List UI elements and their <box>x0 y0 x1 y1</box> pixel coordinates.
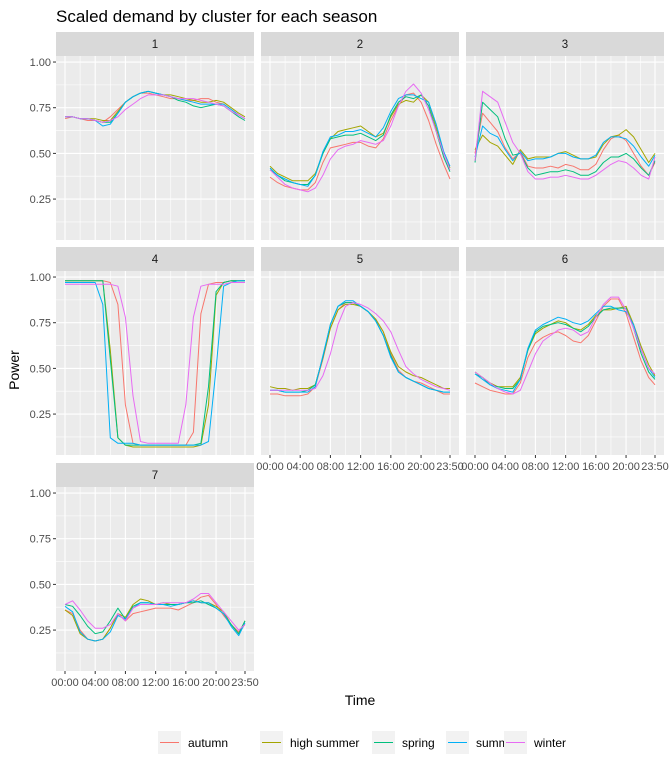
legend-item-autumn: autumn <box>158 731 228 754</box>
legend: autumn high summer spring summer winter <box>158 731 566 754</box>
series-line-winter <box>270 302 451 391</box>
facet-panels: 1 0.25 0.50 0.75 1.00 2 3 4 0.25 0.50 0.75 1.00 5 00:… <box>30 32 669 689</box>
x-tick-label: 08:00 <box>522 461 550 473</box>
x-tick-label: 04:00 <box>491 461 519 473</box>
x-tick-label: 20:00 <box>202 677 230 689</box>
y-tick-label: 0.25 <box>30 409 51 421</box>
series-line-summer <box>474 305 656 393</box>
facet-panel-3: 3 <box>466 32 664 240</box>
x-tick-label: 12:00 <box>142 677 170 689</box>
y-tick-label: 0.25 <box>30 625 51 637</box>
facet-strip-label: 6 <box>562 254 568 266</box>
facet-strip-label: 7 <box>152 470 158 482</box>
x-tick-label: 08:00 <box>112 677 140 689</box>
series-line-winter <box>474 90 656 180</box>
facet-panel-1: 1 0.25 0.50 0.75 1.00 <box>30 32 254 240</box>
facet-panel-4: 4 0.25 0.50 0.75 1.00 <box>30 247 254 455</box>
series-line-high-summer <box>474 129 656 165</box>
legend-item-winter: winter <box>504 731 566 754</box>
x-tick-label: 23:50 <box>641 461 669 473</box>
series-line-spring <box>474 307 656 389</box>
facet-panel-5: 5 00:00 04:00 08:00 12:00 16:00 20:00 23:50 <box>256 247 464 473</box>
series-line-winter <box>269 83 451 193</box>
series-line-spring <box>474 101 656 176</box>
y-tick-label: 0.50 <box>30 579 51 591</box>
facet-strip-label: 2 <box>357 39 363 51</box>
legend-item-high-summer: high summer <box>260 731 359 754</box>
facet-strip-label: 5 <box>357 254 363 266</box>
facet-panel-6: 6 00:00 04:00 08:00 12:00 16:00 20:00 23:50 <box>461 247 669 473</box>
series-line-summer <box>474 125 656 167</box>
legend-label: high summer <box>290 736 359 750</box>
series-line-winter <box>474 296 656 395</box>
x-tick-label: 08:00 <box>317 461 345 473</box>
facet-strip <box>56 32 254 56</box>
panel-background <box>56 271 254 455</box>
series-line-summer <box>269 94 451 187</box>
x-tick-label: 16:00 <box>172 677 200 689</box>
y-axis-title: Power <box>6 350 22 390</box>
y-tick-label: 0.75 <box>30 103 51 115</box>
facet-strip <box>261 247 459 271</box>
y-tick-label: 0.50 <box>30 148 51 160</box>
series-line-high-summer <box>474 305 656 388</box>
panel-background <box>56 56 254 240</box>
series-line-summer <box>270 300 450 393</box>
x-tick-label: 20:00 <box>407 461 435 473</box>
facet-strip <box>56 463 254 487</box>
y-tick-label: 0.75 <box>30 318 51 330</box>
facet-strip-label: 1 <box>152 39 158 51</box>
x-tick-label: 04:00 <box>286 461 314 473</box>
facet-strip <box>56 247 254 271</box>
facet-panel-2: 2 <box>261 32 459 240</box>
x-tick-label: 16:00 <box>582 461 610 473</box>
x-tick-label: 00:00 <box>461 461 489 473</box>
y-tick-label: 0.75 <box>30 534 51 546</box>
y-tick-label: 1.00 <box>30 57 51 69</box>
x-tick-label: 23:50 <box>436 461 464 473</box>
legend-label: autumn <box>188 736 228 750</box>
x-tick-label: 04:00 <box>81 677 109 689</box>
x-tick-label: 12:00 <box>552 461 580 473</box>
facet-panel-7: 7 0.25 0.50 0.75 1.00 00:00 04:00 08:00 12:00 16:… <box>30 463 259 689</box>
legend-label: winter <box>533 736 566 750</box>
series-line-summer <box>65 280 245 446</box>
panel-background <box>56 487 254 671</box>
chart-title: Scaled demand by cluster for each season <box>56 7 377 26</box>
y-tick-label: 0.25 <box>30 194 51 206</box>
x-tick-label: 20:00 <box>612 461 640 473</box>
legend-label: spring <box>402 736 435 750</box>
series-line-winter <box>65 94 246 123</box>
x-tick-label: 12:00 <box>347 461 375 473</box>
legend-item-spring: spring <box>372 731 435 754</box>
y-tick-label: 1.00 <box>30 488 51 500</box>
panel-background <box>466 56 664 240</box>
x-tick-label: 16:00 <box>377 461 405 473</box>
y-tick-label: 1.00 <box>30 272 51 284</box>
x-tick-label: 23:50 <box>231 677 259 689</box>
facet-strip <box>466 247 664 271</box>
facet-strip <box>261 32 459 56</box>
x-tick-label: 00:00 <box>256 461 284 473</box>
panel-background <box>261 56 459 240</box>
facet-strip <box>466 32 664 56</box>
facet-strip-label: 3 <box>562 39 568 51</box>
series-line-autumn <box>474 112 656 176</box>
series-line-winter <box>64 593 246 631</box>
x-tick-label: 00:00 <box>51 677 79 689</box>
panel-background <box>261 271 459 455</box>
facet-strip-label: 4 <box>152 254 159 266</box>
x-axis-title: Time <box>345 692 376 708</box>
series-line-winter <box>65 282 245 444</box>
series-line-autumn <box>474 298 656 395</box>
panel-background <box>466 271 664 455</box>
y-tick-label: 0.50 <box>30 363 51 375</box>
